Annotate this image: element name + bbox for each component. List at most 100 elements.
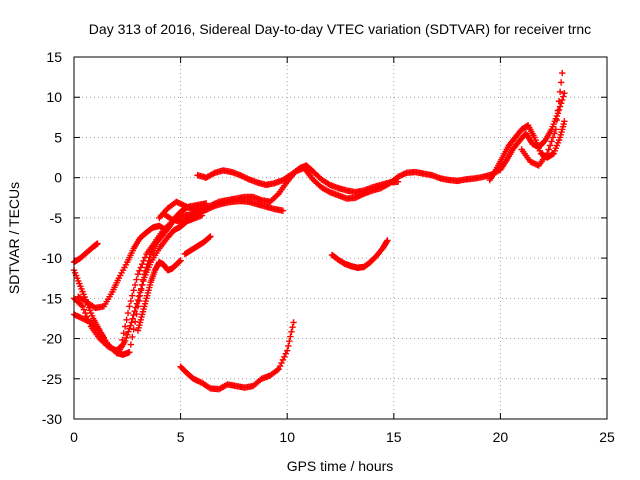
data-series: [194, 162, 402, 196]
data-point: [94, 240, 101, 247]
data-point: [131, 281, 139, 289]
data-point: [127, 341, 135, 348]
data-point: [561, 90, 568, 97]
data-point: [128, 319, 135, 326]
data-series: [134, 257, 184, 334]
data-point: [133, 310, 140, 318]
data-series: [181, 233, 214, 258]
data-point: [290, 319, 297, 326]
axis-ticks: 0 5 10 15 20 25 -30 -25 -20 -15 -10 -5 0 5 10 15: [42, 49, 615, 445]
data-point: [129, 292, 136, 299]
data-point: [383, 238, 390, 245]
data-point: [121, 337, 129, 345]
data-point: [162, 226, 169, 234]
data-point: [130, 311, 137, 319]
x-tick-label: 0: [70, 429, 78, 445]
data-point: [286, 338, 293, 345]
data-point: [279, 207, 287, 214]
data-point: [284, 347, 291, 354]
data-point: [210, 170, 217, 177]
data-series: [486, 118, 568, 184]
data-point: [287, 333, 294, 340]
data-point: [117, 343, 125, 350]
chart-title: Day 313 of 2016, Sidereal Day-to-day VTE…: [89, 21, 591, 37]
data-point: [561, 118, 568, 125]
y-tick-label: -20: [42, 331, 62, 347]
data-point: [146, 254, 153, 261]
data-series: [518, 69, 566, 169]
data-series: [177, 319, 297, 393]
data-point: [206, 234, 213, 241]
data-point: [134, 271, 142, 278]
data-points: [70, 69, 568, 393]
data-point: [548, 138, 555, 145]
data-point: [276, 362, 284, 370]
data-point: [275, 365, 282, 373]
data-point: [135, 297, 143, 305]
plot-frame: [73, 56, 608, 420]
data-point: [205, 384, 213, 391]
data-point: [560, 93, 567, 100]
data-point: [137, 287, 145, 294]
data-series: [328, 237, 391, 271]
x-tick-label: 15: [386, 429, 402, 445]
data-point: [544, 150, 551, 157]
data-point: [136, 292, 144, 299]
data-point: [207, 233, 214, 240]
data-point: [142, 267, 149, 275]
data-point: [133, 276, 140, 283]
data-point: [167, 215, 174, 222]
data-point: [94, 325, 102, 333]
data-series: [75, 222, 169, 312]
y-tick-label: -25: [42, 371, 62, 387]
data-point: [551, 130, 558, 137]
data-point: [281, 353, 288, 360]
data-point: [124, 331, 131, 339]
data-series: [70, 240, 101, 266]
data-point: [552, 126, 560, 133]
y-tick-label: 15: [46, 49, 62, 65]
data-point: [177, 257, 184, 264]
data-point: [137, 264, 145, 271]
data-point: [124, 309, 132, 317]
data-point: [134, 296, 142, 304]
data-point: [140, 276, 147, 283]
data-point: [394, 178, 402, 185]
data-point: [274, 366, 281, 374]
y-tick-label: -10: [42, 250, 62, 266]
data-point: [288, 328, 295, 336]
data-point: [141, 271, 148, 278]
grid-lines: [74, 57, 607, 419]
data-point: [556, 103, 564, 110]
data-point: [130, 326, 137, 333]
x-tick-label: 25: [599, 429, 615, 445]
data-point: [120, 329, 127, 337]
y-tick-label: -5: [50, 210, 63, 226]
data-point: [143, 264, 150, 271]
data-point: [130, 287, 137, 294]
data-point: [545, 146, 552, 153]
data-point: [136, 267, 143, 275]
data-point: [123, 316, 130, 323]
data-point: [546, 142, 554, 149]
data-point: [127, 297, 135, 305]
y-axis-label: SDTVAR / TECUs: [6, 182, 22, 294]
data-point: [123, 334, 130, 342]
x-axis-label: GPS time / hours: [287, 458, 394, 474]
data-point: [121, 323, 129, 330]
data-point: [278, 359, 285, 367]
data-point: [79, 303, 86, 310]
data-point: [125, 328, 132, 335]
data-point: [555, 98, 563, 105]
data-point: [553, 116, 561, 124]
data-point: [279, 356, 287, 364]
data-point: [274, 191, 281, 199]
y-tick-label: 0: [54, 170, 62, 186]
data-point: [119, 336, 126, 344]
data-point: [559, 96, 566, 104]
data-point: [134, 303, 142, 310]
data-point: [325, 188, 332, 195]
y-tick-label: 10: [46, 89, 62, 105]
data-point: [82, 309, 89, 317]
